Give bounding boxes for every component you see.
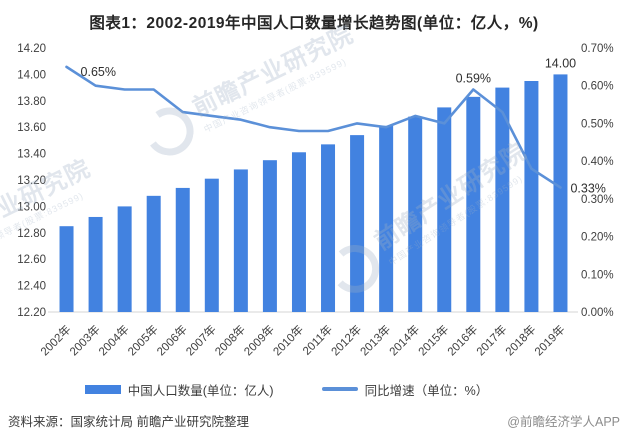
x-axis-label: 2009年	[241, 322, 277, 358]
x-axis-label: 2006年	[154, 322, 190, 358]
growth-line	[65, 65, 562, 189]
bar-2003年	[88, 216, 103, 312]
left-axis-tick: 13.80	[17, 96, 46, 108]
data-label: 0.59%	[456, 71, 491, 85]
left-axis-tick: 13.40	[17, 149, 46, 161]
chart-legend: 中国人口数量(单位：亿人) 同比增速（单位：%）	[0, 378, 628, 400]
x-axis-label: 2016年	[444, 322, 480, 358]
legend-line-swatch	[321, 387, 358, 391]
x-axis-label: 2013年	[357, 322, 393, 358]
x-axis-label: 2015年	[415, 322, 451, 358]
x-axis-label: 2012年	[328, 322, 364, 358]
bar-2019年	[553, 74, 568, 313]
bar-2015年	[437, 107, 452, 313]
bar-2016年	[466, 96, 481, 312]
legend-bar-swatch	[84, 384, 121, 394]
x-axis-label: 2003年	[67, 322, 103, 358]
left-axis-tick: 12.40	[17, 281, 46, 293]
bar-2007年	[204, 178, 219, 312]
footer: 资料来源：国家统计局 前瞻产业研究院整理 @前瞻经济学人APP	[0, 411, 628, 430]
left-axis-tick: 13.20	[17, 175, 46, 187]
x-axis-label: 2017年	[473, 322, 509, 358]
x-axis-label: 2002年	[38, 322, 74, 358]
left-axis-tick: 12.80	[17, 228, 46, 240]
x-axis-label: 2010年	[270, 322, 306, 358]
right-axis-tick: 0.20%	[581, 232, 614, 244]
bar-2012年	[350, 135, 365, 312]
bar-2002年	[59, 226, 74, 312]
x-axis-label: 2004年	[96, 322, 132, 358]
x-axis-label: 2014年	[386, 322, 422, 358]
bar-2008年	[233, 169, 248, 312]
bar-2010年	[291, 152, 306, 312]
left-axis-tick: 14.00	[17, 69, 46, 81]
right-axis-tick: 0.30%	[581, 194, 614, 206]
right-axis-tick: 0.50%	[581, 118, 614, 130]
bar-2018年	[524, 81, 539, 312]
data-source-text: 资料来源：国家统计局 前瞻产业研究院整理	[8, 415, 249, 429]
bar-2005年	[146, 195, 161, 312]
data-label: 0.65%	[81, 65, 116, 79]
x-axis-label: 2011年	[300, 322, 336, 358]
data-label: 14.00	[545, 56, 576, 70]
right-axis-tick: 0.00%	[581, 307, 614, 319]
bar-2017年	[495, 87, 510, 312]
bar-2014年	[408, 116, 423, 312]
bar-2004年	[117, 206, 132, 312]
legend-label-growth: 同比增速（单位：%）	[364, 383, 489, 398]
legend-item-growth: 同比增速（单位：%）	[321, 380, 489, 399]
left-axis-tick: 13.60	[17, 122, 46, 134]
data-label: 0.33%	[570, 182, 605, 196]
left-axis-tick: 13.00	[17, 201, 46, 213]
bar-2009年	[262, 160, 277, 312]
x-axis-label: 2018年	[502, 322, 538, 358]
x-axis-label: 2005年	[125, 322, 161, 358]
x-axis-label: 2008年	[212, 322, 248, 358]
x-axis-label: 2007年	[183, 322, 219, 358]
right-axis-tick: 0.60%	[581, 81, 614, 93]
left-axis-tick: 12.20	[17, 307, 46, 319]
legend-label-population: 中国人口数量(单位：亿人)	[127, 383, 274, 398]
brand-credit-text: @前瞻经济学人APP	[507, 415, 620, 429]
left-axis-tick: 12.60	[17, 254, 46, 266]
legend-item-population: 中国人口数量(单位：亿人)	[84, 380, 274, 399]
right-axis-tick: 0.70%	[581, 43, 614, 55]
left-axis-tick: 14.20	[17, 43, 46, 55]
page-title: 图表1：2002-2019年中国人口数量增长趋势图(单位：亿人，%)	[89, 15, 539, 32]
right-axis-tick: 0.40%	[581, 156, 614, 168]
x-axis-label: 2019年	[531, 322, 567, 358]
bar-2013年	[379, 125, 394, 312]
bar-2011年	[321, 144, 336, 312]
bar-2006年	[175, 187, 190, 312]
right-axis-tick: 0.10%	[581, 269, 614, 281]
